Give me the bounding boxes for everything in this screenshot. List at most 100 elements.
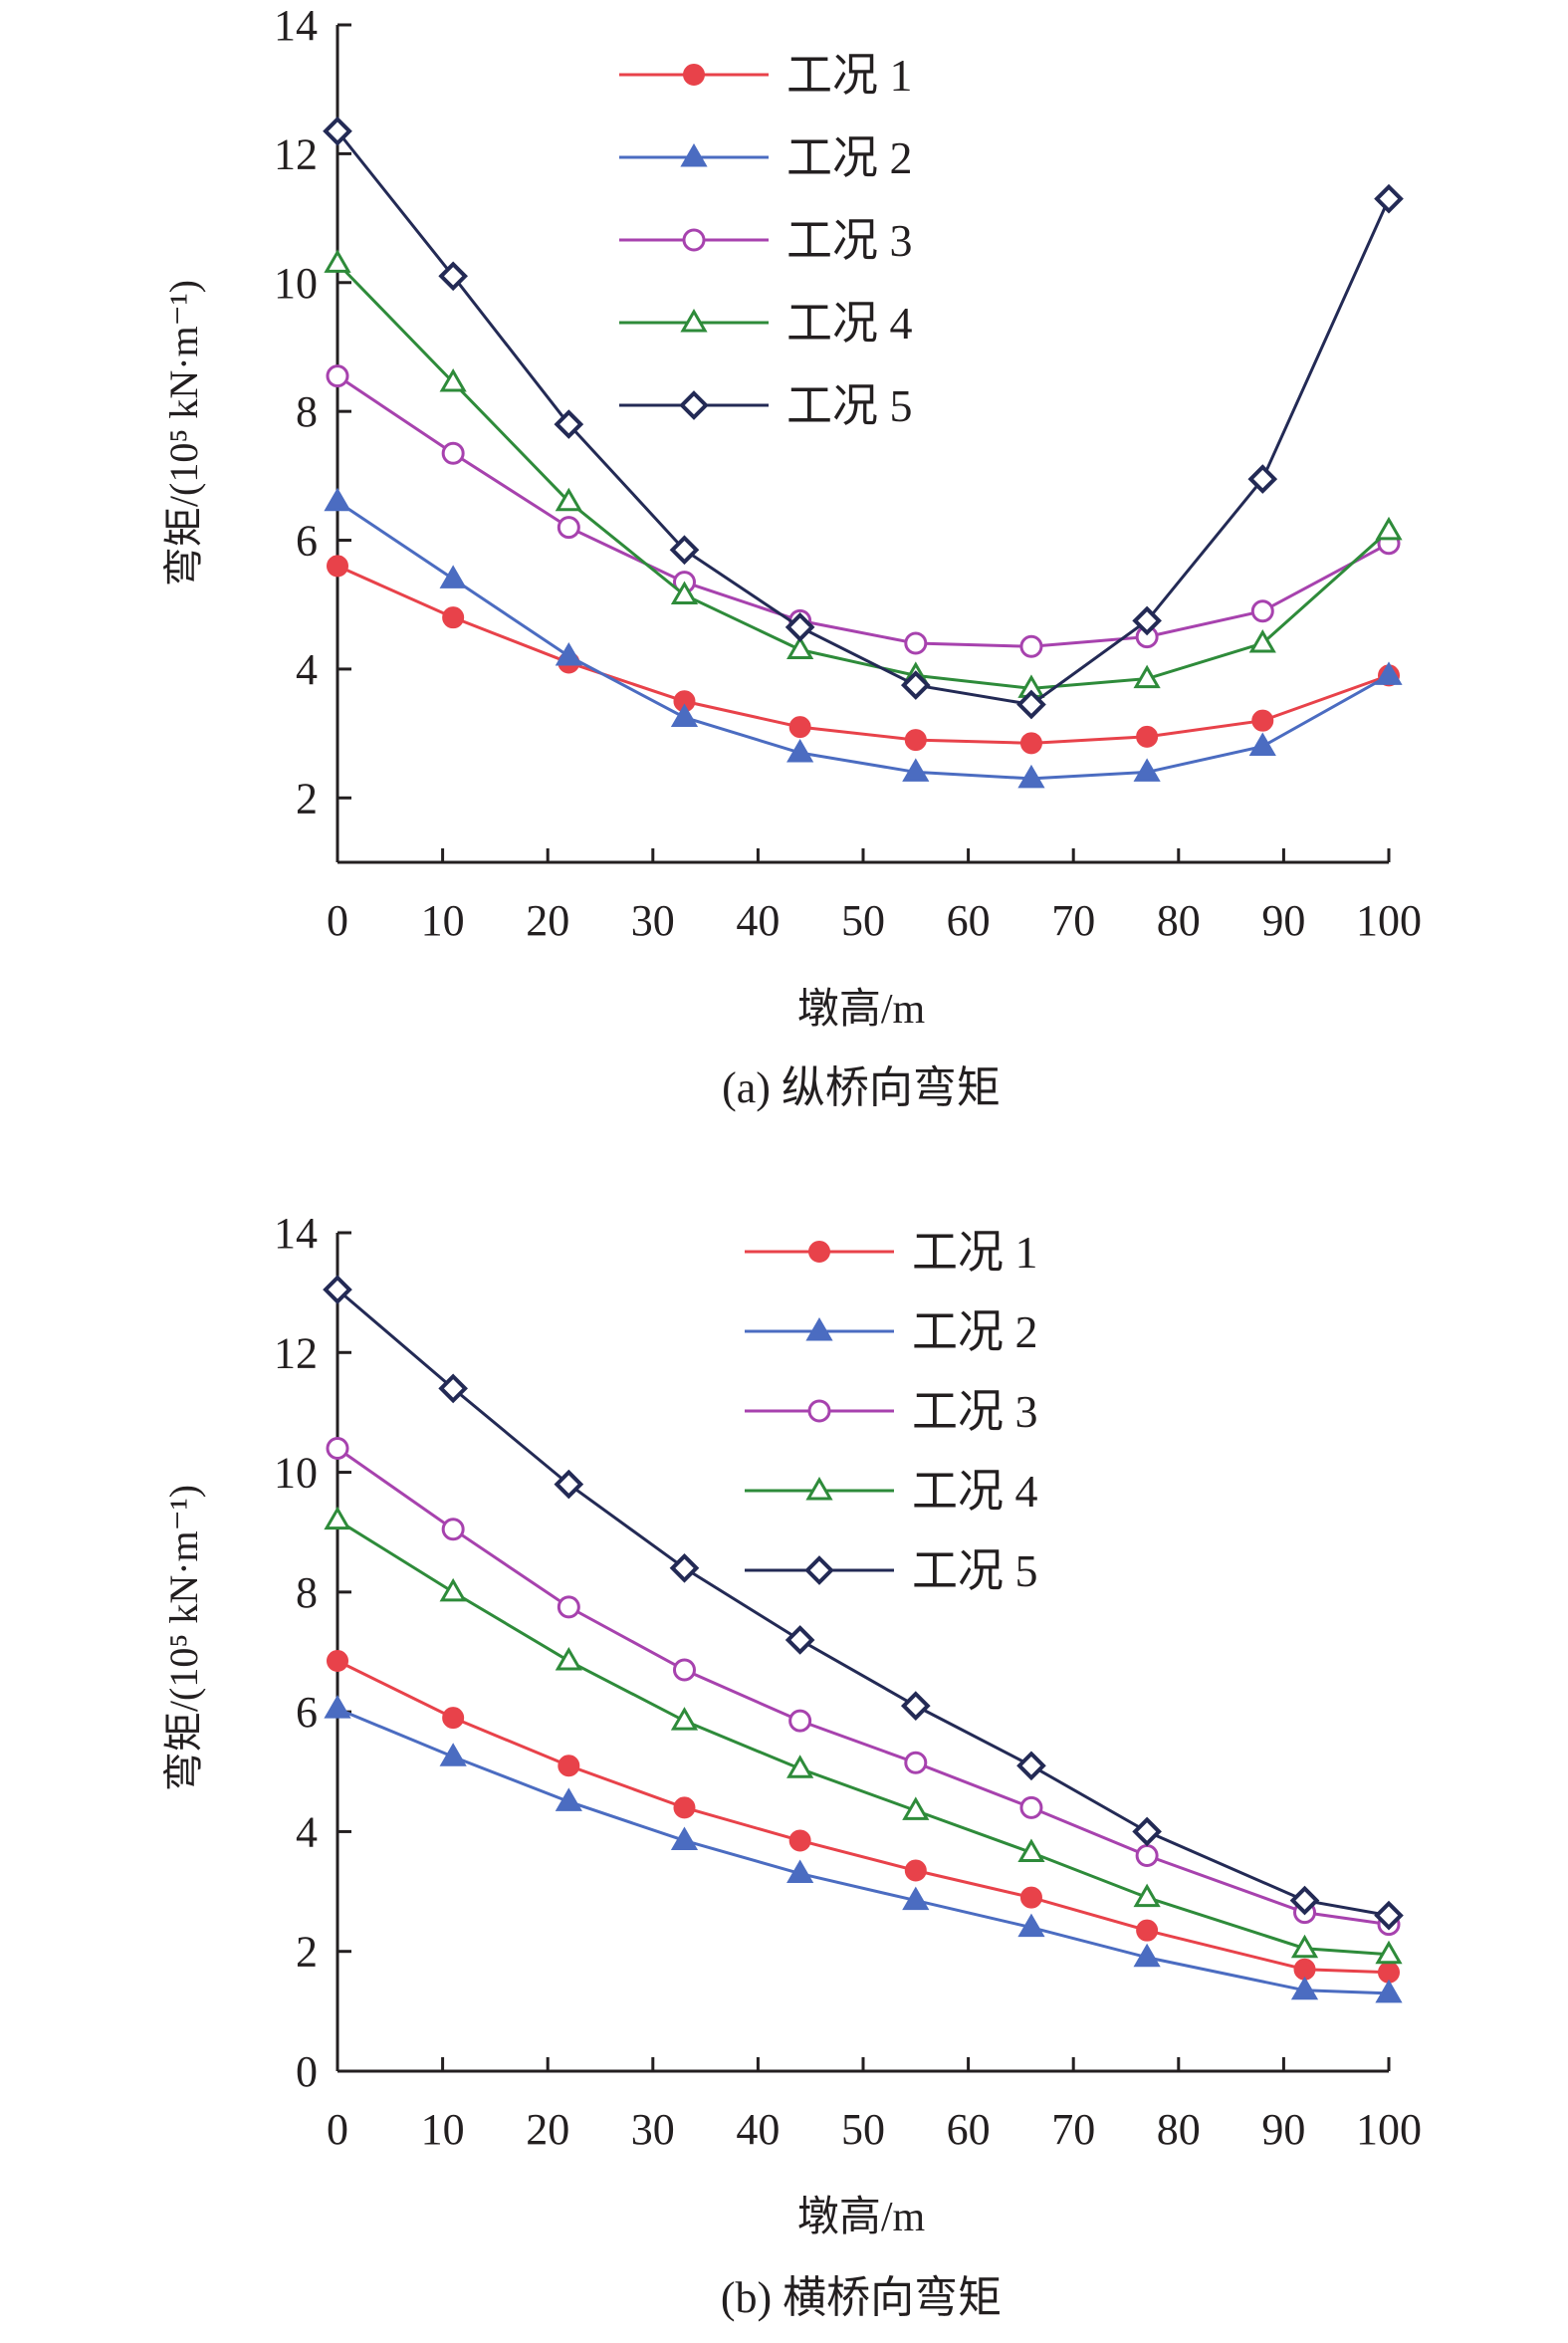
data-point bbox=[786, 1755, 814, 1778]
x-tick-label: 0 bbox=[327, 2105, 348, 2154]
data-point bbox=[1247, 464, 1278, 494]
data-point bbox=[673, 1796, 696, 1819]
data-point bbox=[904, 631, 928, 655]
x-tick-label: 40 bbox=[736, 896, 780, 945]
data-point bbox=[786, 635, 814, 660]
data-point bbox=[1136, 725, 1159, 748]
legend-label: 工况 5 bbox=[912, 1545, 1038, 1596]
legend-marker bbox=[680, 309, 708, 333]
series-line bbox=[336, 1707, 1390, 1995]
data-point bbox=[1293, 1958, 1316, 1981]
series-line bbox=[336, 500, 1390, 781]
y-tick-label: 10 bbox=[274, 1449, 318, 1498]
data-point bbox=[1017, 1913, 1045, 1938]
data-point bbox=[1019, 1795, 1043, 1819]
y-tick-label: 2 bbox=[296, 774, 318, 822]
y-tick-label: 8 bbox=[296, 1568, 318, 1617]
series-5 bbox=[323, 1275, 1404, 1931]
y-tick-label: 2 bbox=[296, 1928, 318, 1977]
data-point bbox=[555, 1787, 582, 1811]
legend-marker bbox=[680, 143, 708, 167]
series-4 bbox=[324, 1506, 1403, 1965]
data-point bbox=[1289, 1885, 1320, 1916]
x-tick-label: 10 bbox=[421, 2105, 465, 2154]
data-point bbox=[1136, 1919, 1159, 1942]
data-point bbox=[672, 1658, 696, 1682]
x-tick-label: 30 bbox=[631, 2105, 675, 2154]
legend-label: 工况 1 bbox=[786, 50, 913, 101]
data-point bbox=[323, 1275, 352, 1304]
x-tick-label: 70 bbox=[1051, 2105, 1095, 2154]
series-line bbox=[336, 1447, 1390, 1927]
data-point bbox=[555, 487, 582, 512]
data-point bbox=[1378, 1961, 1400, 1984]
data-point bbox=[554, 409, 584, 439]
data-point bbox=[1248, 732, 1276, 757]
series-4 bbox=[324, 249, 1403, 698]
data-point bbox=[1132, 1816, 1162, 1847]
data-point bbox=[786, 1859, 814, 1884]
x-tick-label: 100 bbox=[1356, 896, 1422, 945]
legend-label: 工况 4 bbox=[912, 1466, 1038, 1517]
data-point bbox=[1017, 1838, 1045, 1862]
data-point bbox=[441, 441, 465, 465]
data-point bbox=[1133, 664, 1161, 689]
y-tick-label: 14 bbox=[274, 1, 318, 50]
data-point bbox=[788, 1829, 811, 1852]
data-point bbox=[902, 1886, 930, 1911]
data-point bbox=[554, 1469, 584, 1500]
legend-marker bbox=[804, 1555, 834, 1585]
legend-label: 工况 4 bbox=[786, 298, 913, 349]
legend-label: 工况 3 bbox=[786, 215, 913, 266]
y-tick-label: 4 bbox=[296, 1807, 318, 1856]
series-line bbox=[336, 374, 1390, 648]
legend-marker bbox=[682, 228, 706, 252]
x-tick-label: 60 bbox=[947, 2105, 991, 2154]
data-point bbox=[558, 1755, 580, 1777]
y-tick-label: 6 bbox=[296, 517, 318, 566]
data-point bbox=[439, 368, 467, 392]
data-point bbox=[786, 739, 814, 763]
x-tick-label: 20 bbox=[526, 2105, 569, 2154]
data-point bbox=[904, 1751, 928, 1774]
legend-label: 工况 2 bbox=[786, 132, 913, 183]
data-point bbox=[1135, 1843, 1159, 1867]
y-tick-label: 14 bbox=[274, 1209, 318, 1258]
data-point bbox=[904, 729, 927, 752]
data-point bbox=[784, 1625, 815, 1655]
legend-label: 工况 1 bbox=[912, 1227, 1038, 1278]
x-tick-label: 80 bbox=[1157, 896, 1201, 945]
data-point bbox=[555, 1647, 582, 1671]
x-tick-label: 100 bbox=[1356, 2105, 1422, 2154]
data-point bbox=[442, 1707, 465, 1730]
y-axis-label: 弯矩/(10⁵ kN·m⁻¹) bbox=[161, 1485, 206, 1791]
data-point bbox=[788, 1709, 812, 1733]
series-5 bbox=[323, 116, 1404, 720]
data-point bbox=[669, 1552, 700, 1583]
data-point bbox=[1132, 605, 1162, 636]
data-point bbox=[902, 1796, 930, 1820]
data-point bbox=[1375, 1979, 1403, 2003]
data-point bbox=[326, 364, 349, 388]
data-point bbox=[1019, 634, 1043, 658]
y-tick-label: 6 bbox=[296, 1688, 318, 1737]
legend-marker bbox=[679, 390, 709, 420]
x-axis-label: 墩高/m bbox=[797, 2195, 926, 2240]
data-point bbox=[1251, 709, 1274, 732]
data-point bbox=[788, 716, 811, 739]
data-point bbox=[323, 116, 352, 146]
data-point bbox=[327, 555, 348, 578]
data-point bbox=[439, 1577, 467, 1602]
x-tick-label: 60 bbox=[947, 896, 991, 945]
data-point bbox=[1133, 758, 1161, 782]
chart-panel-b: 弯矩/(10⁵ kN·m⁻¹) 墩高/m (b) 横桥向弯矩 0 2 4 6 8 10 12… bbox=[161, 1209, 1422, 2322]
data-point bbox=[327, 1650, 348, 1673]
legend-item: 工况 3 bbox=[619, 215, 913, 266]
legend-item: 工况 1 bbox=[619, 50, 913, 101]
y-tick-label: 0 bbox=[296, 2047, 318, 2096]
data-point bbox=[670, 1707, 699, 1731]
data-point bbox=[904, 1859, 927, 1882]
x-tick-label: 10 bbox=[421, 896, 465, 945]
data-point bbox=[1250, 599, 1274, 623]
y-tick-label: 8 bbox=[296, 387, 318, 436]
